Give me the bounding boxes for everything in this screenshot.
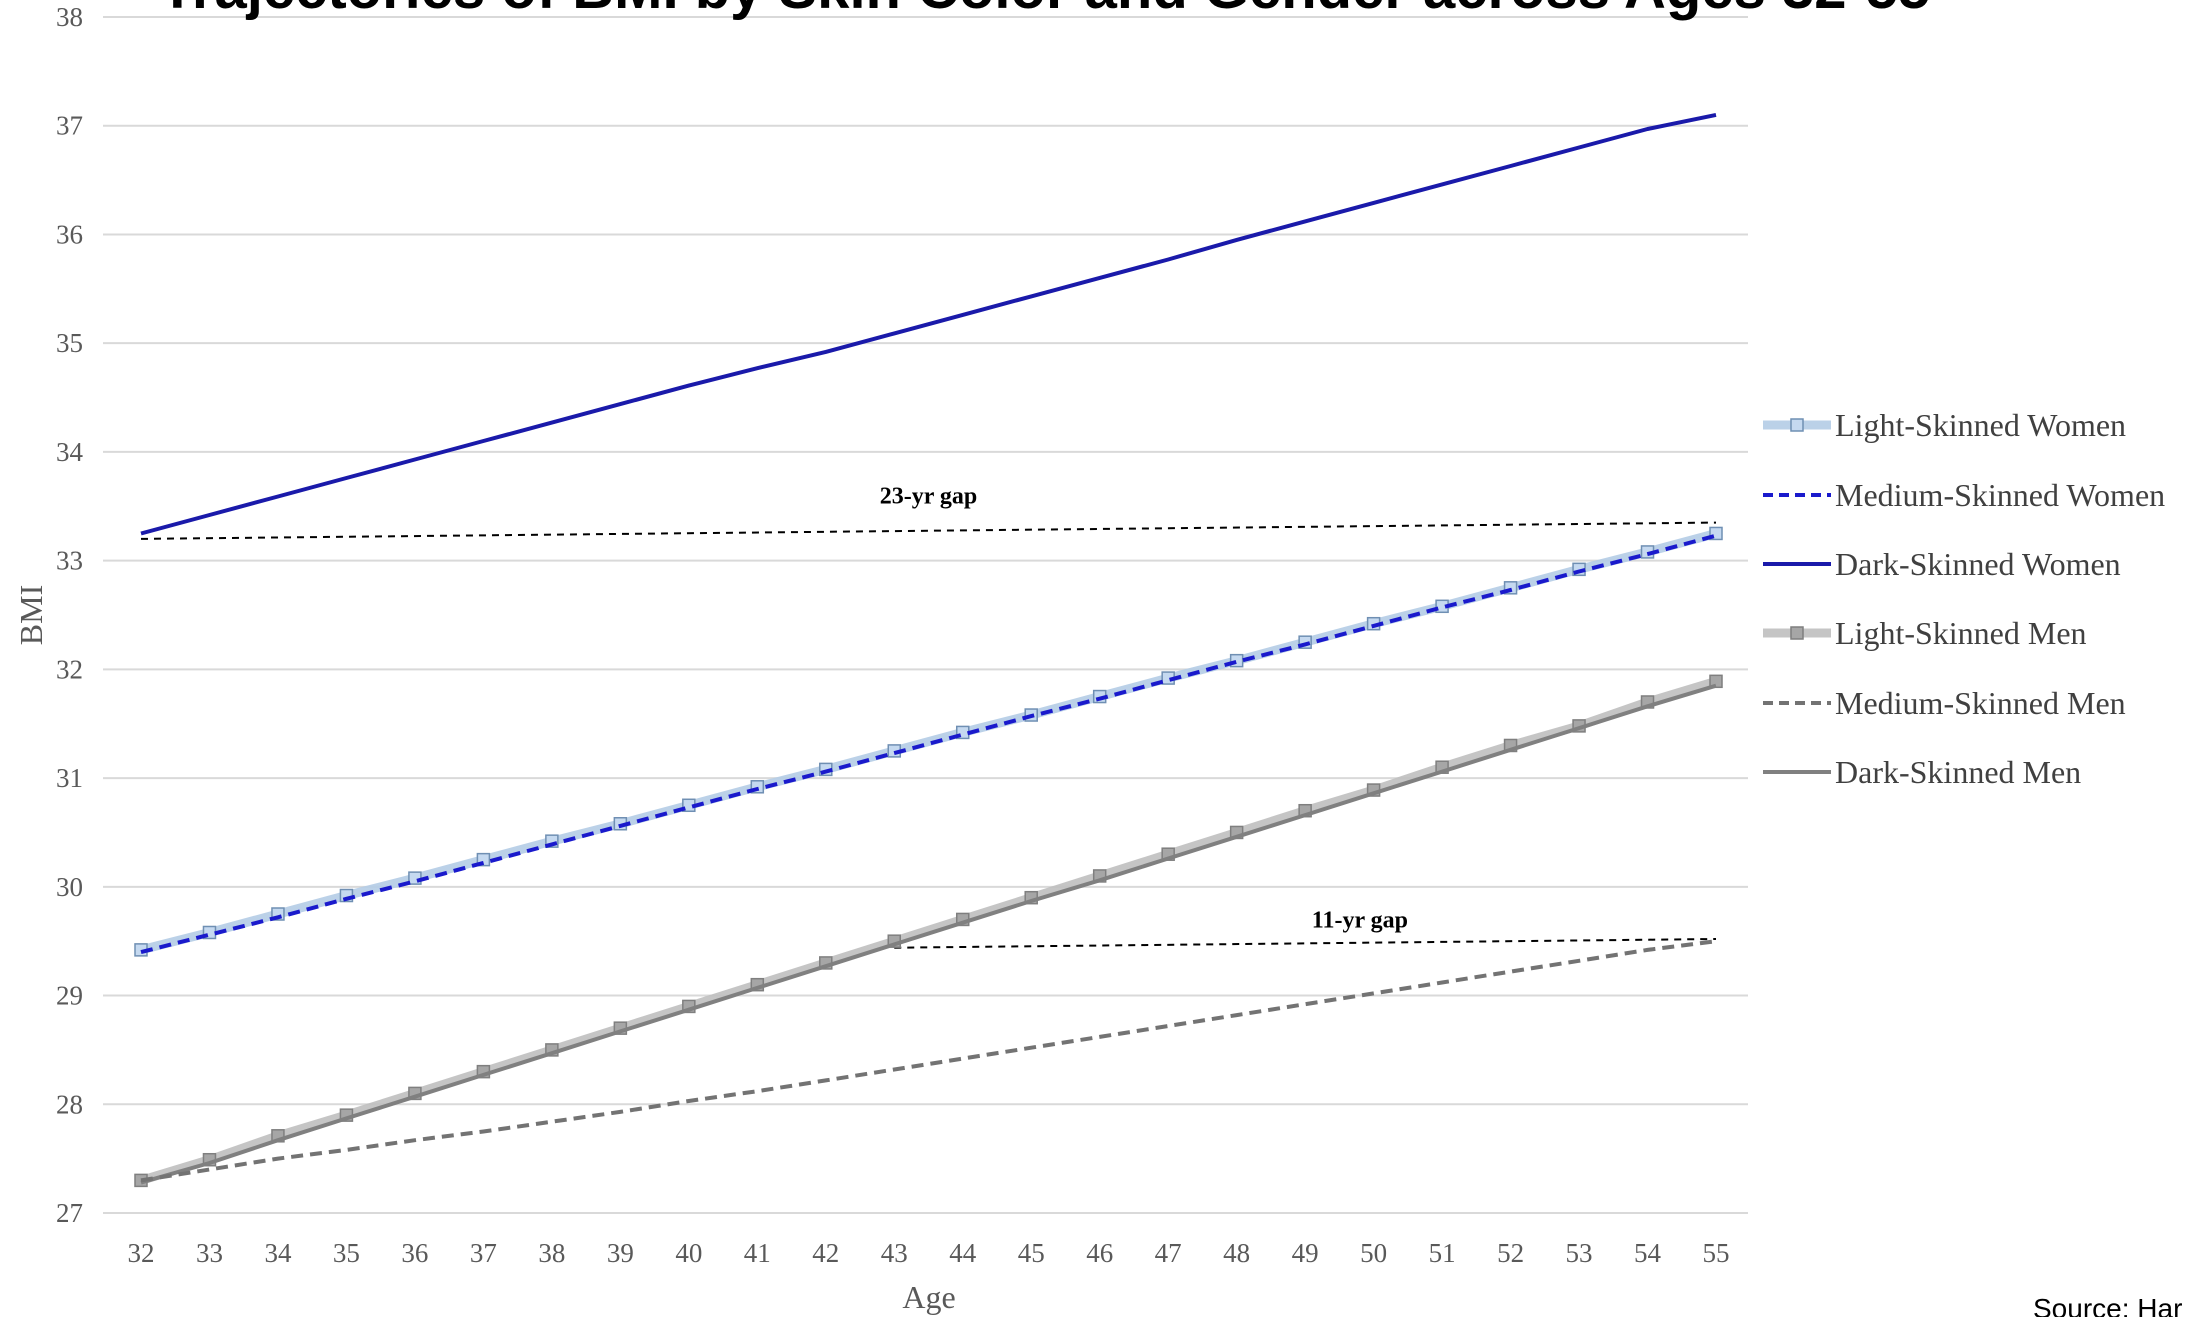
x-tick-label-39: 39	[607, 1238, 634, 1268]
y-tick-label-34: 34	[56, 437, 84, 467]
series-line-dark-skinned-women	[140, 112, 1717, 536]
y-tick-label-38: 38	[56, 2, 83, 32]
x-tick-label-47: 47	[1155, 1238, 1182, 1268]
y-tick-label-28: 28	[56, 1089, 83, 1119]
x-tick-label-53: 53	[1566, 1238, 1593, 1268]
y-tick-label-27: 27	[56, 1198, 83, 1228]
y-tick-label-32: 32	[56, 654, 83, 684]
x-tick-label-32: 32	[128, 1238, 155, 1268]
x-tick-label-51: 51	[1429, 1238, 1456, 1268]
gap-line-1	[140, 521, 1717, 540]
legend-label-dark-skinned-men: Dark-Skinned Men	[1835, 754, 2081, 790]
y-tick-label-30: 30	[56, 872, 83, 902]
series-dark-skinned-men	[140, 683, 1717, 1185]
legend-item-medium-skinned-women: Medium-Skinned Women	[1763, 477, 2165, 513]
y-tick-label-37: 37	[56, 111, 83, 141]
series-line-dark-skinned-men	[140, 683, 1717, 1185]
x-tick-label-35: 35	[333, 1238, 360, 1268]
gap-line-2	[894, 938, 1717, 949]
series-line-medium-skinned-men	[140, 939, 1717, 1183]
gridlines	[103, 16, 1748, 1214]
x-tick-label-36: 36	[401, 1238, 428, 1268]
y-tick-label-35: 35	[56, 328, 83, 358]
legend: Light-Skinned Women Medium-Skinned Women D…	[1763, 407, 2165, 790]
series-medium-skinned-women	[140, 533, 1717, 955]
y-tick-label-33: 33	[56, 546, 83, 576]
x-tick-label-55: 55	[1703, 1238, 1730, 1268]
x-tick-label-45: 45	[1018, 1238, 1045, 1268]
series-dark-skinned-women	[140, 112, 1717, 536]
legend-label-medium-skinned-women: Medium-Skinned Women	[1835, 477, 2165, 513]
legend-marker-light-skinned-men	[1790, 626, 1804, 640]
y-tick-label-36: 36	[56, 219, 83, 249]
legend-label-dark-skinned-women: Dark-Skinned Women	[1835, 546, 2121, 582]
x-tick-label-41: 41	[744, 1238, 771, 1268]
x-tick-label-43: 43	[881, 1238, 908, 1268]
gap-label-1: 23-yr gap	[880, 483, 978, 509]
y-tick-label-31: 31	[56, 763, 83, 793]
y-tick-labels: 27 28 29 30 31 32 33 34 35 36 37 38	[56, 2, 84, 1228]
legend-item-medium-skinned-men: Medium-Skinned Men	[1763, 685, 2126, 721]
x-tick-label-50: 50	[1360, 1238, 1387, 1268]
x-axis-title: Age	[902, 1279, 955, 1315]
x-tick-label-34: 34	[264, 1238, 292, 1268]
x-tick-label-49: 49	[1292, 1238, 1319, 1268]
legend-label-medium-skinned-men: Medium-Skinned Men	[1835, 685, 2126, 721]
legend-label-light-skinned-men: Light-Skinned Men	[1835, 615, 2087, 651]
series-lines	[134, 112, 1723, 1188]
x-tick-label-40: 40	[675, 1238, 702, 1268]
x-tick-label-38: 38	[538, 1238, 565, 1268]
source-note: Source: Har	[2033, 1293, 2182, 1317]
gap-label-2: 11-yr gap	[1312, 907, 1408, 933]
legend-label-light-skinned-women: Light-Skinned Women	[1835, 407, 2126, 443]
x-tick-label-37: 37	[470, 1238, 497, 1268]
legend-item-dark-skinned-men: Dark-Skinned Men	[1763, 754, 2081, 790]
x-tick-label-54: 54	[1634, 1238, 1662, 1268]
legend-item-light-skinned-men: Light-Skinned Men	[1763, 615, 2087, 651]
x-tick-label-52: 52	[1497, 1238, 1524, 1268]
x-tick-label-44: 44	[949, 1238, 977, 1268]
x-tick-label-42: 42	[812, 1238, 839, 1268]
x-tick-labels: 32 33 34 35 36 37 38 39 40 41 42 43 44 45 46 47 48 49 50 51…	[128, 1238, 1730, 1268]
x-tick-label-46: 46	[1086, 1238, 1113, 1268]
series-line-light-skinned-men	[139, 676, 1718, 1185]
gap-annotations: 23-yr gap 11-yr gap	[140, 483, 1717, 949]
x-tick-label-33: 33	[196, 1238, 223, 1268]
legend-item-light-skinned-women: Light-Skinned Women	[1763, 407, 2126, 443]
series-medium-skinned-men	[140, 939, 1717, 1183]
legend-item-dark-skinned-women: Dark-Skinned Women	[1763, 546, 2121, 582]
y-tick-label-29: 29	[56, 981, 83, 1011]
x-tick-label-48: 48	[1223, 1238, 1250, 1268]
chart-title: Trajectories of BMI by Skin Color and Ge…	[160, 0, 1931, 21]
y-axis-title: BMI	[13, 585, 49, 645]
series-line-medium-skinned-women	[140, 533, 1717, 955]
legend-marker-light-skinned-women	[1790, 418, 1804, 432]
